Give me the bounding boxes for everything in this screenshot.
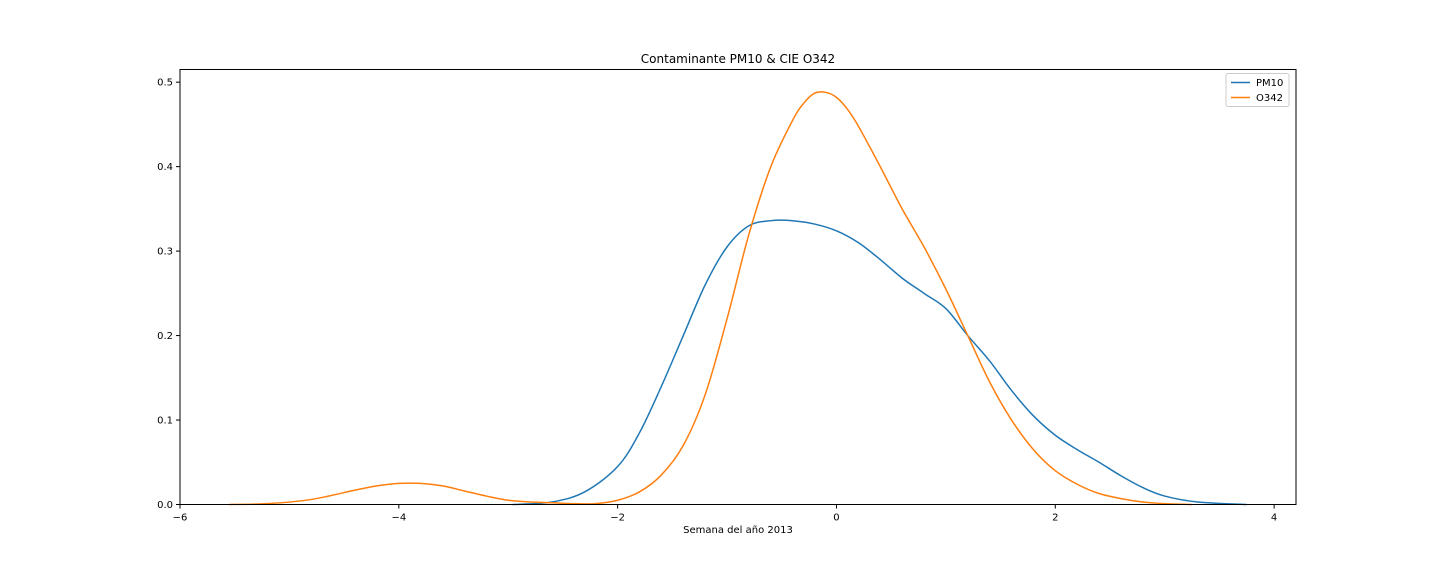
legend-label-o342: O342	[1256, 93, 1283, 104]
series-line-pm10	[512, 219, 1247, 506]
y-axis: 0.0 0.1 0.2 0.3 0.4 0.5	[157, 78, 180, 511]
y-tick-label: 0.0	[157, 500, 173, 511]
y-tick-label: 0.2	[157, 331, 173, 342]
x-tick-label: 0	[833, 513, 839, 524]
y-tick-label: 0.5	[157, 78, 173, 89]
x-tick-label: 2	[1052, 513, 1058, 524]
series-line-o342	[229, 91, 1193, 506]
x-tick-label: −6	[173, 513, 188, 524]
plot-lines	[229, 91, 1247, 506]
x-tick-label: −4	[391, 513, 406, 524]
chart-title: Contaminante PM10 & CIE O342	[641, 52, 835, 66]
y-tick-label: 0.3	[157, 247, 173, 258]
x-axis: −6 −4 −2 0 2 4	[173, 504, 1277, 524]
legend: PM10 O342	[1225, 73, 1290, 107]
plot-frame	[179, 69, 1297, 505]
y-tick-label: 0.1	[157, 416, 173, 427]
x-axis-label: Semana del año 2013	[683, 525, 793, 536]
legend-label-pm10: PM10	[1256, 78, 1283, 89]
x-tick-label: −2	[610, 513, 625, 524]
x-tick-label: 4	[1271, 513, 1277, 524]
y-tick-label: 0.4	[157, 162, 173, 173]
